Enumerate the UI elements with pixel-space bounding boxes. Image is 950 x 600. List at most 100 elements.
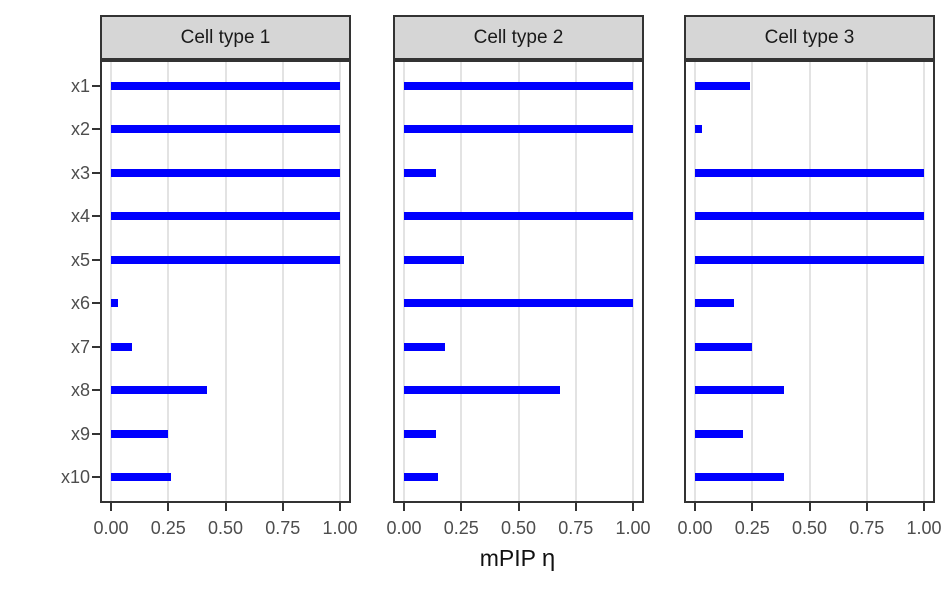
x-axis-tick-label: 0.00: [677, 518, 713, 538]
x-axis-tick: [167, 503, 170, 511]
facet-strip-label: Cell type 1: [180, 26, 271, 48]
x-axis-tick-label: 0.50: [207, 518, 244, 538]
y-axis-tick: [92, 475, 100, 478]
bar: [111, 342, 132, 351]
bar: [404, 299, 633, 308]
x-axis-title-text: mPIP: [479, 545, 536, 571]
eta-symbol: η: [541, 545, 556, 572]
bar: [404, 429, 437, 438]
y-axis-label: x3: [70, 162, 90, 183]
x-axis-tick: [110, 503, 112, 511]
bar: [404, 386, 560, 395]
facet-strip-label: Cell type 3: [764, 26, 855, 48]
x-axis-tick-label: 0.25: [734, 518, 770, 538]
x-axis-tick: [574, 503, 577, 511]
bar: [404, 125, 633, 134]
y-axis-tick: [92, 389, 100, 392]
y-axis-tick: [92, 302, 100, 305]
x-axis-tick-label: 0.75: [558, 518, 594, 538]
gridline-vertical: [751, 62, 754, 501]
y-axis-label: x9: [70, 423, 90, 444]
x-axis-tick-label: 1.00: [615, 518, 651, 538]
bar: [695, 299, 734, 308]
x-axis-title: mPIP η: [100, 545, 935, 573]
gridline-vertical: [339, 62, 341, 501]
bar: [111, 472, 171, 481]
y-axis-tick: [92, 345, 100, 348]
facet-strip: Cell type 2: [393, 15, 644, 60]
gridline-vertical: [517, 62, 520, 501]
x-axis-tick-label: 1.00: [906, 518, 942, 538]
gridline-vertical: [281, 62, 284, 501]
x-axis-tick-label: 0.00: [93, 518, 129, 538]
bar: [111, 255, 340, 264]
facet-strip: Cell type 3: [684, 15, 935, 60]
x-axis-tick-label: 0.75: [265, 518, 301, 538]
y-axis-label: x5: [70, 249, 90, 270]
x-axis-tick-label: 0.00: [386, 518, 422, 538]
y-axis-label: x7: [70, 336, 90, 357]
bar: [404, 255, 464, 264]
gridline-vertical: [865, 62, 868, 501]
gridline-vertical: [460, 62, 463, 501]
bar: [695, 125, 702, 134]
x-axis-tick: [632, 503, 634, 511]
gridline-vertical: [224, 62, 227, 501]
bar: [695, 82, 750, 91]
x-axis-tick-label: 0.50: [791, 518, 828, 538]
x-axis-tick-label: 0.25: [150, 518, 186, 538]
gridline-vertical: [808, 62, 811, 501]
bar: [695, 472, 785, 481]
bar: [111, 386, 208, 395]
y-axis-label: x6: [70, 293, 90, 314]
x-axis-tick: [403, 503, 405, 511]
bar: [695, 168, 924, 177]
y-axis-tick: [92, 128, 100, 131]
y-axis-label: x2: [70, 119, 90, 140]
bar: [111, 299, 118, 308]
y-axis-label: x4: [70, 206, 90, 227]
facet-panel: [100, 60, 351, 503]
x-axis-tick: [923, 503, 925, 511]
bar: [695, 386, 785, 395]
bar: [111, 429, 169, 438]
bar: [404, 82, 633, 91]
y-axis-label: x8: [70, 380, 90, 401]
gridline-vertical: [403, 62, 405, 501]
bar: [111, 125, 340, 134]
x-axis-tick: [751, 503, 754, 511]
x-axis-tick: [460, 503, 463, 511]
y-axis-label: x1: [70, 76, 90, 97]
y-axis-tick: [92, 258, 100, 261]
facet-strip: Cell type 1: [100, 15, 351, 60]
bar: [404, 168, 437, 177]
gridline-vertical: [167, 62, 170, 501]
bar: [404, 212, 633, 221]
bar: [695, 212, 924, 221]
x-axis-tick-label: 0.50: [500, 518, 537, 538]
bar: [111, 168, 340, 177]
x-axis-tick: [281, 503, 284, 511]
y-axis-tick: [92, 171, 100, 174]
x-axis-tick: [224, 503, 227, 511]
gridline-vertical: [110, 62, 112, 501]
facet-panel: [684, 60, 935, 503]
bar: [111, 82, 340, 91]
y-axis-tick: [92, 432, 100, 435]
gridline-vertical: [632, 62, 634, 501]
x-axis-tick: [694, 503, 696, 511]
bar: [404, 342, 446, 351]
gridline-vertical: [923, 62, 925, 501]
bar: [695, 429, 744, 438]
x-axis-tick-label: 1.00: [322, 518, 358, 538]
bar: [695, 255, 924, 264]
facet-panel: [393, 60, 644, 503]
y-axis-label: x10: [60, 466, 90, 487]
bar: [111, 212, 340, 221]
x-axis-tick-label: 0.75: [849, 518, 885, 538]
y-axis-tick: [92, 215, 100, 218]
gridline-vertical: [694, 62, 696, 501]
bar: [404, 472, 439, 481]
x-axis-tick: [517, 503, 520, 511]
